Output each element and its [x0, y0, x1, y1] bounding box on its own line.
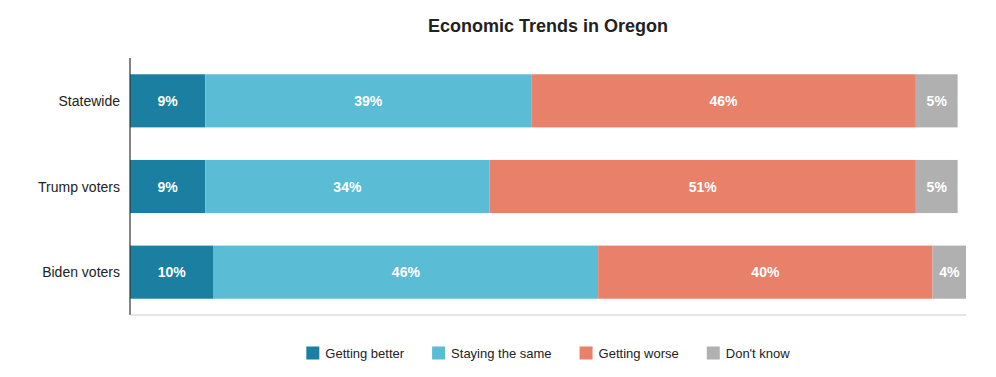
- legend-label: Getting better: [325, 346, 404, 361]
- category-label: Biden voters: [42, 264, 120, 280]
- legend-swatch: [707, 347, 720, 360]
- legend-label: Getting worse: [599, 346, 679, 361]
- chart-svg: Economic Trends in Oregon 9% 9% 10% 39% 34% 46…: [0, 0, 996, 377]
- data-label: 4%: [939, 264, 960, 280]
- data-label: 40%: [751, 264, 780, 280]
- data-label: 51%: [689, 179, 718, 195]
- bar-segment: [916, 160, 958, 213]
- legend-swatch: [432, 347, 445, 360]
- bar-segment: [531, 74, 916, 127]
- y-axis-line: [129, 58, 130, 315]
- chart-title: Economic Trends in Oregon: [428, 16, 668, 36]
- bar-segment: [489, 160, 915, 213]
- bar-segment: [130, 160, 205, 213]
- bar-segment: [130, 74, 205, 127]
- chart-container: Economic Trends in Oregon 9% 9% 10% 39% 34% 46…: [0, 0, 996, 377]
- data-labels: 9% 9% 10% 39% 34% 46% 46% 51% 40% 5% 5% 4%: [158, 93, 960, 280]
- data-label: 9%: [158, 93, 179, 109]
- legend: Getting better Staying the same Getting wo…: [306, 346, 790, 361]
- bar-segment: [916, 74, 958, 127]
- data-label: 39%: [354, 93, 383, 109]
- legend-label: Don't know: [726, 346, 791, 361]
- legend-label: Staying the same: [451, 346, 551, 361]
- bar-segment: [598, 246, 932, 299]
- data-label: 34%: [333, 179, 362, 195]
- data-label: 46%: [392, 264, 421, 280]
- legend-swatch: [580, 347, 593, 360]
- data-label: 10%: [158, 264, 187, 280]
- category-label: Trump voters: [38, 179, 120, 195]
- legend-item: Staying the same: [432, 346, 551, 361]
- bar-segment: [205, 160, 489, 213]
- legend-item: Getting better: [306, 346, 404, 361]
- data-label: 9%: [158, 179, 179, 195]
- category-label: Statewide: [59, 93, 121, 109]
- legend-item: Don't know: [707, 346, 791, 361]
- data-label: 5%: [927, 93, 948, 109]
- bar-segment: [214, 246, 599, 299]
- bar-segment: [933, 246, 966, 299]
- legend-swatch: [306, 347, 319, 360]
- bar-segment: [130, 246, 214, 299]
- x-axis-line: [130, 315, 966, 316]
- data-label: 5%: [927, 179, 948, 195]
- bar-segment: [205, 74, 531, 127]
- legend-item: Getting worse: [580, 346, 679, 361]
- data-label: 46%: [710, 93, 739, 109]
- bars: [130, 74, 966, 298]
